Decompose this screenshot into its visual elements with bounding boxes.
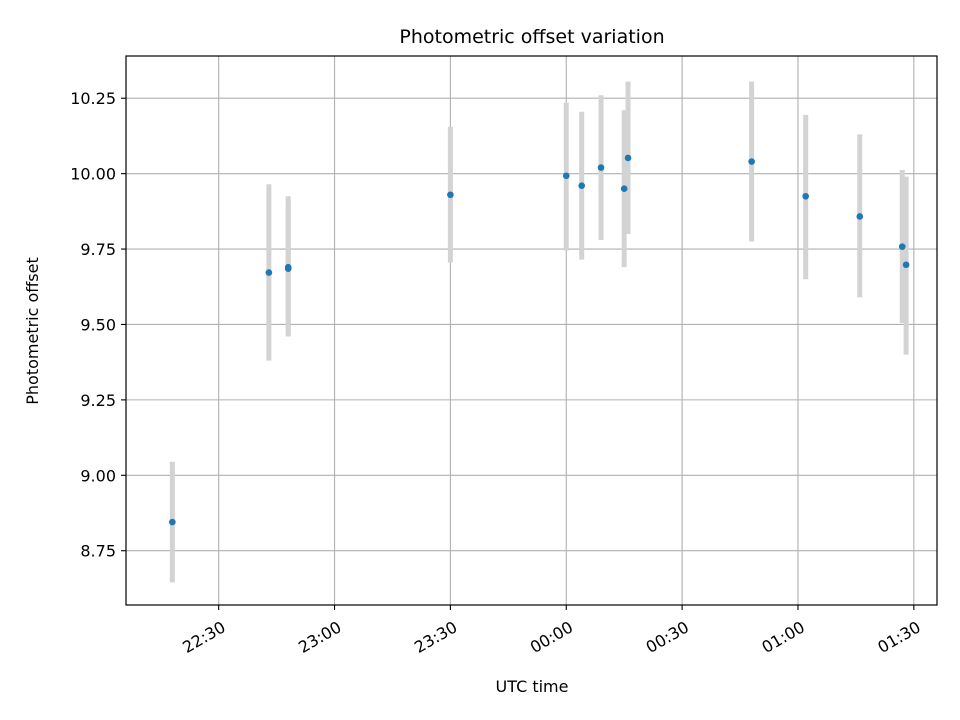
data-point [284, 265, 292, 272]
data-point [562, 172, 570, 180]
x-tick-label: 23:00 [295, 617, 344, 657]
data-point [620, 185, 628, 193]
data-point [578, 182, 586, 190]
y-axis-ticks: 8.75 9.00 9.25 9.50 9.75 10.00 10.25 [70, 89, 126, 561]
data-point [802, 192, 809, 200]
x-tick-label: 01:30 [874, 617, 923, 657]
data-point [169, 518, 176, 526]
data-point [898, 243, 906, 250]
grid [126, 56, 937, 605]
data-point [902, 261, 910, 269]
x-axis-ticks: 22:30 23:00 23:30 00:00 00:30 01:00 01:30 [179, 605, 924, 657]
y-tick-label: 10.00 [70, 165, 116, 184]
data-point [265, 269, 273, 276]
x-tick-label: 00:30 [643, 617, 692, 657]
data-point [624, 154, 632, 162]
x-tick-label: 22:30 [179, 617, 228, 657]
x-tick-label: 00:00 [527, 617, 576, 657]
plot-area-frame [125, 55, 938, 606]
y-axis-label: Photometric offset [23, 257, 42, 405]
y-tick-label: 10.25 [70, 89, 116, 108]
y-tick-label: 9.75 [80, 240, 116, 259]
data-points [169, 154, 910, 526]
y-tick-label: 8.75 [80, 542, 116, 561]
data-point [748, 158, 755, 165]
data-point [447, 191, 454, 199]
y-tick-label: 9.00 [80, 466, 116, 485]
x-tick-label: 01:00 [759, 617, 808, 657]
y-tick-label: 9.25 [80, 391, 116, 410]
y-tick-label: 9.50 [80, 315, 116, 334]
x-axis-label: UTC time [496, 677, 569, 696]
chart-title: Photometric offset variation [399, 26, 664, 48]
data-point [856, 213, 864, 220]
error-bars [169, 81, 909, 583]
data-point [597, 164, 605, 171]
x-tick-label: 23:30 [411, 617, 460, 657]
